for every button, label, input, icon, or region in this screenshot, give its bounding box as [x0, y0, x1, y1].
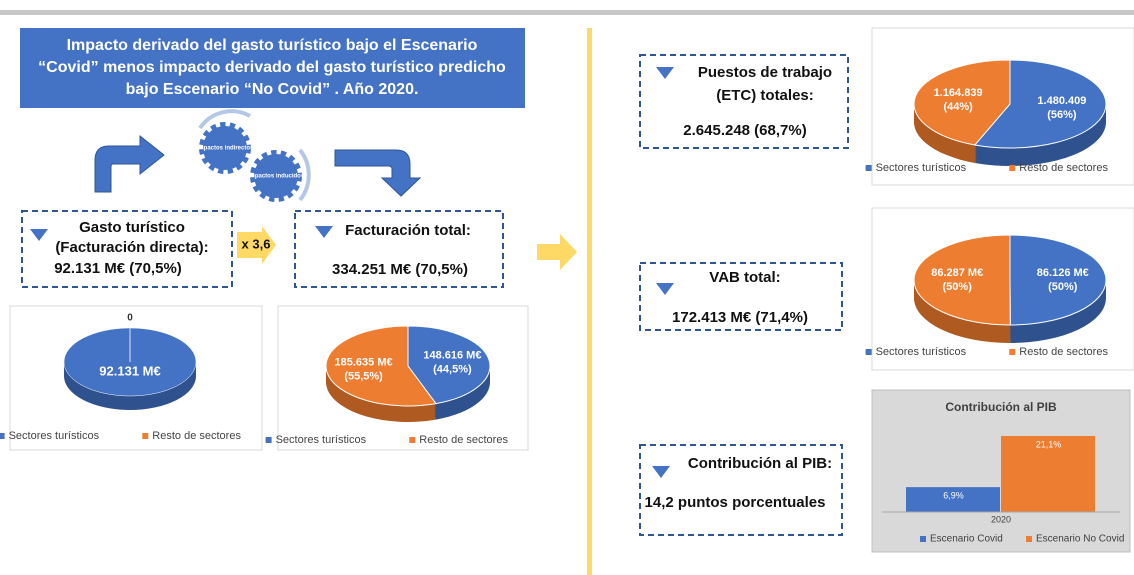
kpi-value: 172.413 M€ (71,4%): [672, 309, 808, 326]
kpi-value: 92.131 M€ (70,5%): [54, 260, 182, 277]
legend-swatch: [866, 349, 872, 355]
gear-label: Impactos inducidos: [248, 174, 305, 180]
data-label: (55,5%): [344, 370, 383, 382]
marker: [656, 67, 674, 79]
header-rule: [0, 10, 1134, 15]
legend-label: Resto de sectores: [152, 430, 241, 442]
data-label: 148.616 M€: [423, 349, 481, 361]
legend-swatch: [1026, 536, 1032, 542]
legend-label: Resto de sectores: [1019, 162, 1108, 174]
kpi-label: Gasto turístico: [79, 219, 185, 236]
infographic: Impacto derivado del gasto turístico baj…: [0, 0, 1134, 575]
data-label: (44%): [943, 101, 973, 113]
kpi-value: 2.645.248 (68,7%): [683, 122, 806, 139]
legend-swatch: [920, 536, 926, 542]
yellow-arrow: [537, 234, 577, 270]
data-label: 6,9%: [943, 491, 964, 501]
legend-swatch: [0, 433, 5, 439]
data-label: (50%): [1048, 281, 1078, 293]
intro-line: bajo Escenario “No Covid” . Año 2020.: [126, 81, 419, 98]
marker: [30, 229, 48, 241]
kpi-label: (Facturación directa):: [55, 239, 208, 256]
legend-label: Escenario Covid: [930, 534, 1003, 545]
data-label: 92.131 M€: [99, 363, 160, 378]
data-label: 185.635 M€: [335, 356, 393, 368]
marker: [652, 466, 670, 478]
data-label: 86.287 M€: [931, 267, 983, 279]
data-label: (56%): [1047, 109, 1077, 121]
legend-swatch: [142, 433, 148, 439]
data-label: (50%): [943, 281, 973, 293]
marker: [315, 226, 333, 238]
legend-swatch: [409, 437, 415, 443]
kpi-label: Contribución al PIB:: [688, 455, 832, 472]
multiplier: x 3,6: [242, 236, 271, 251]
data-label: 1.164.839: [934, 87, 983, 99]
legend-label: Resto de sectores: [1019, 346, 1108, 358]
flow-arrow: [95, 136, 164, 192]
data-label: (44,5%): [433, 363, 472, 375]
kpi-label: Facturación total:: [345, 222, 471, 239]
intro-line: “Covid” menos impacto derivado del gasto…: [38, 59, 506, 76]
legend-label: Escenario No Covid: [1036, 534, 1124, 545]
data-label: 86.126 M€: [1037, 267, 1089, 279]
legend-label: Sectores turísticos: [276, 434, 367, 446]
kpi-label: VAB total:: [709, 269, 780, 286]
marker: [656, 283, 674, 295]
legend-label: Resto de sectores: [419, 434, 508, 446]
x-tick-label: 2020: [991, 514, 1011, 524]
legend-label: Sectores turísticos: [876, 346, 967, 358]
kpi-value: 14,2 puntos porcentuales: [645, 494, 826, 511]
gear-label: Impactos indirectos: [197, 146, 254, 152]
divider: [587, 28, 592, 575]
legend-label: Sectores turísticos: [876, 162, 967, 174]
kpi-label: Puestos de trabajo: [698, 64, 832, 81]
data-label: 1.480.409: [1037, 95, 1086, 107]
legend-swatch: [266, 437, 272, 443]
chart-title: Contribución al PIB: [945, 400, 1057, 414]
legend-swatch: [866, 165, 872, 171]
data-label: 0: [127, 313, 133, 324]
intro-line: Impacto derivado del gasto turístico baj…: [67, 37, 478, 54]
kpi-label: (ETC) totales:: [716, 87, 814, 104]
legend-swatch: [1009, 349, 1015, 355]
flow-arrow: [335, 150, 420, 196]
kpi-value: 334.251 M€ (70,5%): [332, 261, 468, 278]
legend-label: Sectores turísticos: [9, 430, 100, 442]
legend-swatch: [1009, 165, 1015, 171]
data-label: 21,1%: [1036, 439, 1062, 449]
